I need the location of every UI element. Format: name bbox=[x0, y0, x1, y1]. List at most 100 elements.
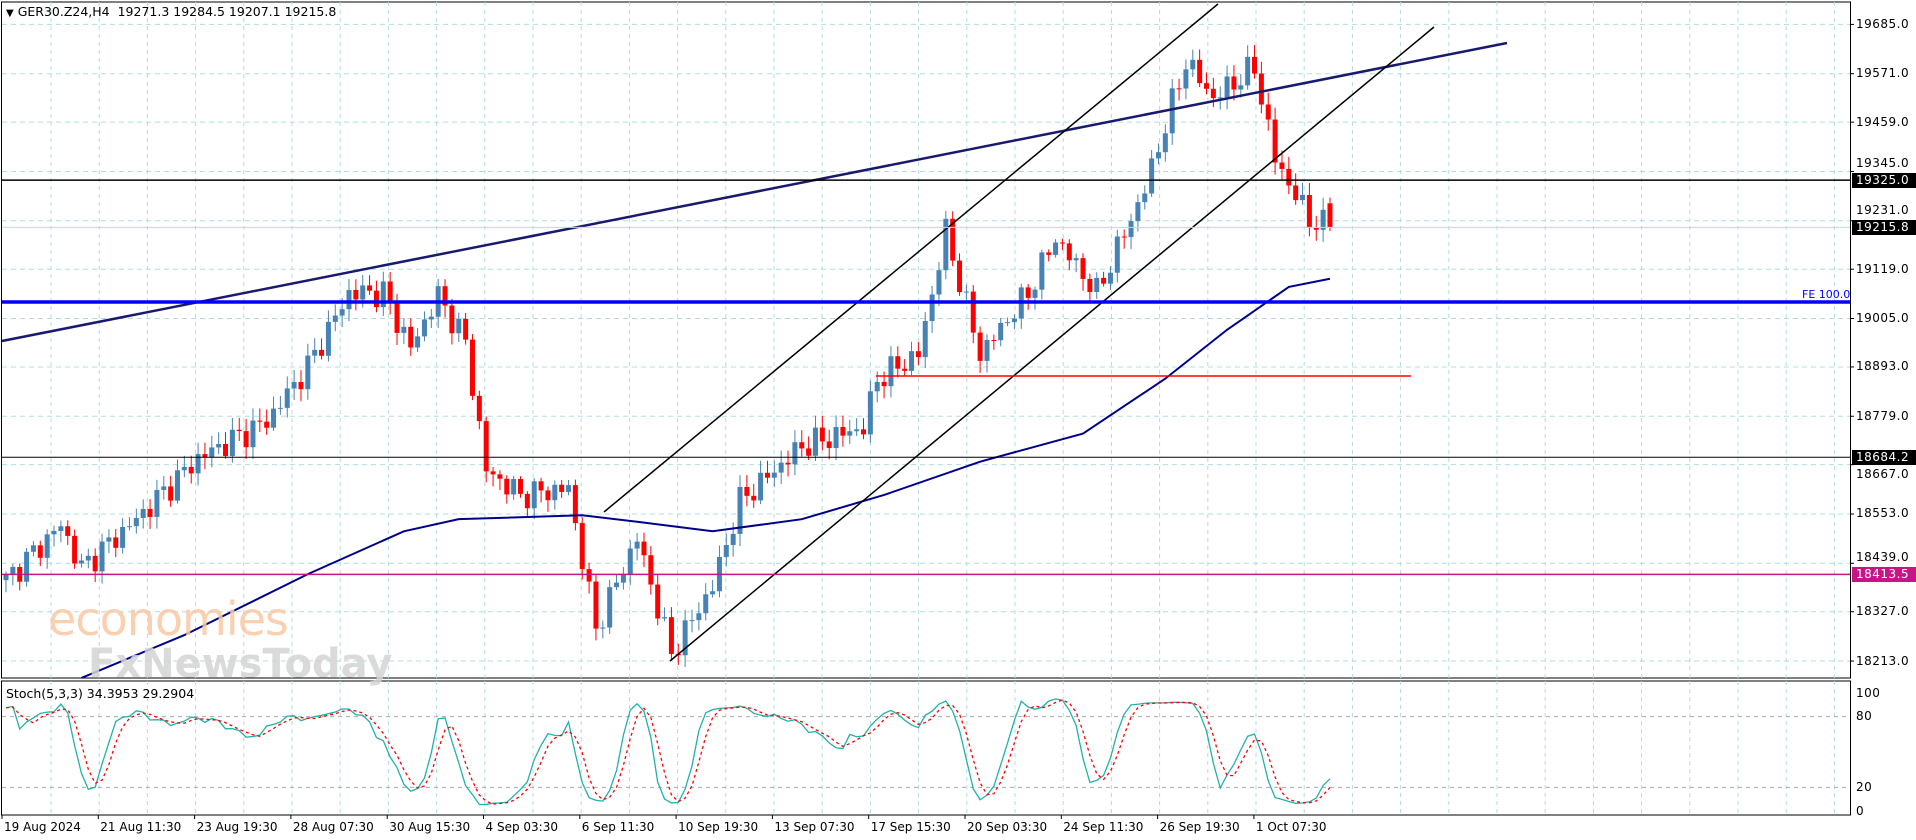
candle-body bbox=[346, 289, 352, 310]
candle-body bbox=[1032, 289, 1038, 298]
candle-body bbox=[1210, 88, 1216, 99]
price-axis-label: 19459.0 bbox=[1856, 114, 1910, 129]
candle-body bbox=[655, 584, 661, 619]
candle-body bbox=[1272, 119, 1278, 163]
stoch-main-line bbox=[5, 698, 1331, 806]
stoch-panel-frame bbox=[1, 680, 1851, 816]
candle-body bbox=[277, 407, 283, 409]
candle-body bbox=[977, 332, 983, 361]
time-axis-label: 24 Sep 11:30 bbox=[1063, 820, 1144, 834]
candle-body bbox=[78, 560, 84, 564]
candle-body bbox=[483, 421, 489, 472]
candle-body bbox=[1252, 56, 1258, 74]
time-axis-label: 30 Aug 15:30 bbox=[389, 820, 471, 834]
price-axis-label: 18213.0 bbox=[1856, 653, 1910, 668]
channel-upper-line bbox=[603, 3, 1219, 513]
candle-body bbox=[991, 339, 997, 341]
candle-body bbox=[833, 427, 839, 448]
candle-body bbox=[408, 326, 414, 348]
price-axis-label: 18779.0 bbox=[1856, 408, 1910, 423]
candle-body bbox=[682, 620, 688, 656]
candle-body bbox=[223, 443, 229, 457]
candle-body bbox=[469, 339, 475, 396]
candle-body bbox=[771, 472, 777, 478]
candle-body bbox=[668, 617, 674, 654]
candle-body bbox=[840, 427, 846, 436]
candle-body bbox=[421, 319, 427, 337]
candle-body bbox=[106, 537, 112, 542]
candle-body bbox=[627, 548, 633, 575]
candle-body bbox=[497, 474, 503, 479]
candle-body bbox=[1224, 76, 1230, 98]
candle-body bbox=[572, 485, 578, 524]
candle-body bbox=[504, 478, 510, 495]
candle-body bbox=[778, 462, 784, 473]
candle-body bbox=[662, 617, 668, 619]
candle-body bbox=[51, 530, 57, 535]
price-axis-label: 19231.0 bbox=[1856, 202, 1910, 217]
candle-body bbox=[1121, 236, 1127, 238]
candle-body bbox=[751, 495, 757, 501]
candle-body bbox=[202, 454, 208, 458]
price-axis-label: 18327.0 bbox=[1856, 604, 1910, 619]
candle-body bbox=[1327, 203, 1333, 228]
candle-body bbox=[970, 291, 976, 333]
time-axis-label: 28 Aug 07:30 bbox=[292, 820, 374, 834]
price-axis-label: 19571.0 bbox=[1856, 66, 1910, 81]
chart-header: ▼ GER30.Z24,H4 19271.3 19284.5 19207.1 1… bbox=[6, 4, 336, 19]
candle-body bbox=[552, 484, 558, 501]
candle-body bbox=[305, 355, 311, 390]
candle-body bbox=[1238, 85, 1244, 90]
candle-body bbox=[806, 448, 812, 456]
candle-body bbox=[1059, 242, 1065, 244]
candle-body bbox=[1046, 252, 1052, 255]
candle-body bbox=[99, 541, 105, 572]
candle-body bbox=[703, 594, 709, 614]
candle-body bbox=[120, 526, 126, 548]
candle-body bbox=[1073, 258, 1079, 261]
triangle-down-icon[interactable]: ▼ bbox=[6, 8, 14, 19]
candle-body bbox=[1169, 88, 1175, 134]
candle-body bbox=[1128, 221, 1134, 238]
time-axis-label: 6 Sep 11:30 bbox=[581, 820, 655, 834]
candle-body bbox=[209, 447, 215, 458]
candle-body bbox=[250, 420, 256, 448]
candle-body bbox=[785, 462, 791, 465]
price-axis-label: 19005.0 bbox=[1856, 311, 1910, 325]
candle-body bbox=[449, 305, 455, 334]
candle-body bbox=[367, 285, 373, 291]
candle-body bbox=[943, 218, 949, 271]
price-tag: 18413.5 bbox=[1852, 566, 1916, 582]
candle-body bbox=[799, 442, 805, 449]
candle-body bbox=[764, 472, 770, 478]
candle-body bbox=[44, 534, 50, 558]
candle-body bbox=[538, 481, 544, 491]
candle-body bbox=[524, 493, 530, 509]
candle-body bbox=[641, 541, 647, 556]
candle-body bbox=[312, 349, 318, 356]
candle-body bbox=[689, 620, 695, 622]
time-axis-label: 23 Aug 19:30 bbox=[196, 820, 278, 834]
candle-body bbox=[1101, 277, 1107, 284]
candle-body bbox=[915, 351, 921, 358]
candle-body bbox=[1231, 76, 1237, 90]
candle-body bbox=[1300, 195, 1306, 201]
candle-body bbox=[511, 479, 517, 495]
candle-body bbox=[243, 431, 249, 448]
candle-body bbox=[1114, 236, 1120, 273]
price-axis-label: 19685.0 bbox=[1856, 16, 1910, 31]
candle-body bbox=[1107, 272, 1113, 284]
candle-body bbox=[1149, 158, 1155, 194]
candle-body bbox=[545, 490, 551, 501]
candle-body bbox=[950, 218, 956, 261]
candle-body bbox=[373, 290, 379, 308]
candle-body bbox=[1245, 56, 1251, 86]
candle-body bbox=[490, 471, 496, 475]
candle-body bbox=[339, 309, 345, 316]
stoch-header: Stoch(5,3,3) 34.3953 29.2904 bbox=[6, 686, 195, 701]
candle-body bbox=[1265, 104, 1271, 120]
candle-body bbox=[456, 318, 462, 334]
candle-body bbox=[161, 486, 167, 490]
candle-body bbox=[1204, 83, 1209, 89]
